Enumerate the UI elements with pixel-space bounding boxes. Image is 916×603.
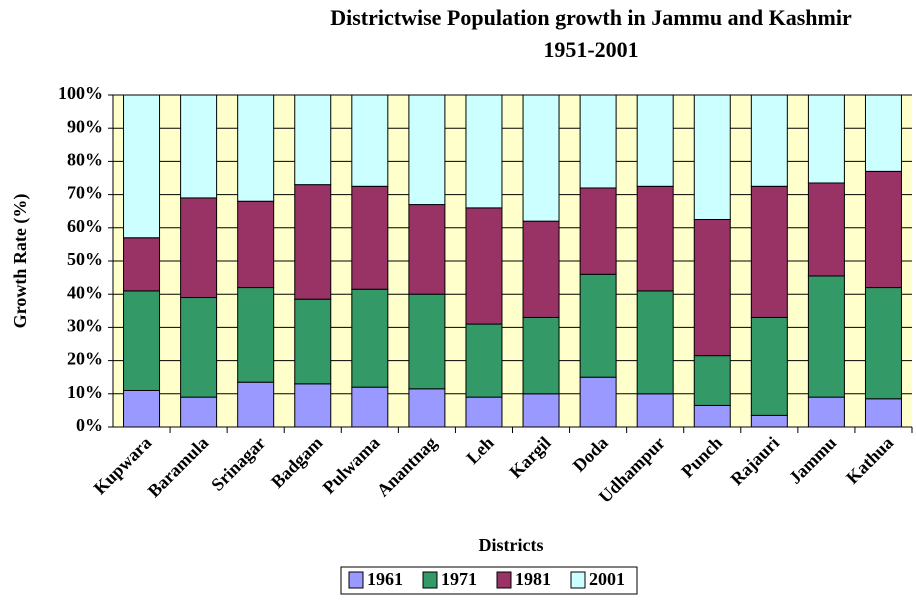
bar-segment [807, 275, 845, 398]
bar-segment [465, 323, 503, 398]
bar-segment [180, 94, 218, 199]
y-tick-label: 100% [58, 83, 103, 103]
bar-segment [180, 197, 218, 299]
bar-segment [693, 355, 731, 406]
legend-box [340, 566, 638, 595]
bar-segment [351, 288, 389, 388]
x-tick-label: Baramula [144, 433, 213, 502]
x-tick-label: Anantnag [373, 433, 441, 501]
bar-segment [351, 185, 389, 290]
x-tick-label: Jammu [785, 433, 840, 488]
bar-segment [180, 396, 218, 428]
legend-label: 1961 [367, 569, 403, 589]
bar-segment [636, 393, 674, 428]
bar-segment [237, 200, 275, 289]
bar-segment [750, 185, 788, 318]
bar-segment [579, 187, 617, 275]
y-tick-label: 80% [67, 150, 103, 170]
x-tick-label: Rajauri [726, 433, 783, 490]
legend-label: 2001 [589, 569, 625, 589]
bar-segment [750, 94, 788, 187]
bar-segment [180, 297, 218, 398]
bar-segment [408, 388, 446, 428]
bar-segment [636, 185, 674, 292]
x-axis-label: Districts [479, 535, 544, 555]
legend-swatch [496, 571, 512, 589]
bar-segment [294, 94, 332, 186]
y-tick-label: 70% [67, 183, 103, 203]
x-tick-label: Doda [569, 433, 612, 476]
bar-segment [750, 316, 788, 416]
legend-swatch [570, 571, 586, 589]
bar-segment [237, 94, 275, 202]
x-tick-label: Kargil [505, 433, 554, 482]
bar-segment [465, 207, 503, 325]
bar-segment [864, 170, 902, 289]
bar-segment [579, 273, 617, 378]
x-tick-label: Kathua [842, 433, 897, 488]
chart-subtitle: 1951-2001 [543, 37, 638, 62]
bar-segment [408, 94, 446, 206]
bar-segment [408, 293, 446, 390]
y-tick-label: 40% [67, 282, 103, 302]
y-axis-label: Growth Rate (%) [10, 194, 31, 329]
y-tick-label: 0% [76, 415, 103, 435]
bar-segment [522, 94, 560, 222]
bar-segment [864, 94, 902, 172]
bar-segment [693, 219, 731, 357]
legend-swatch [422, 571, 438, 589]
bar-segment [123, 389, 161, 428]
bar-segment [522, 316, 560, 395]
bar-segment [123, 290, 161, 391]
bar-segment [750, 414, 788, 428]
bar-segment [579, 376, 617, 428]
bar-segment [351, 386, 389, 428]
legend-label: 1981 [515, 569, 551, 589]
bar-segment [864, 398, 902, 428]
chart-title: Districtwise Population growth in Jammu … [330, 5, 852, 30]
y-tick-label: 60% [67, 216, 103, 236]
y-tick-label: 30% [67, 316, 103, 336]
bar-segment [294, 298, 332, 385]
y-tick-label: 90% [67, 116, 103, 136]
bar-segment [465, 396, 503, 428]
bar-segment [522, 220, 560, 318]
legend-label: 1971 [441, 569, 477, 589]
bar-segment [237, 381, 275, 428]
bar-segment [636, 94, 674, 187]
bar-segment [351, 94, 389, 187]
legend-swatch [348, 571, 364, 589]
bar-segment [522, 393, 560, 428]
bar-segment [465, 94, 503, 209]
bar-segment [123, 94, 161, 239]
bar-segment [237, 287, 275, 383]
bar-segment [123, 237, 161, 292]
bar-segment [636, 290, 674, 395]
bar-segment [807, 396, 845, 428]
bar-segment [693, 404, 731, 428]
bar-segment [693, 94, 731, 220]
bar-segment [807, 182, 845, 277]
x-tick-label: Leh [462, 433, 497, 468]
bar-segment [579, 94, 617, 189]
y-tick-label: 50% [67, 249, 103, 269]
bar-segment [807, 94, 845, 184]
bar-segment [294, 184, 332, 300]
y-tick-label: 10% [67, 382, 103, 402]
x-tick-label: Punch [677, 433, 726, 482]
bar-segment [408, 204, 446, 295]
bar-segment [294, 383, 332, 428]
x-tick-label: Srinagar [207, 433, 269, 495]
bar-segment [864, 287, 902, 400]
y-tick-label: 20% [67, 349, 103, 369]
